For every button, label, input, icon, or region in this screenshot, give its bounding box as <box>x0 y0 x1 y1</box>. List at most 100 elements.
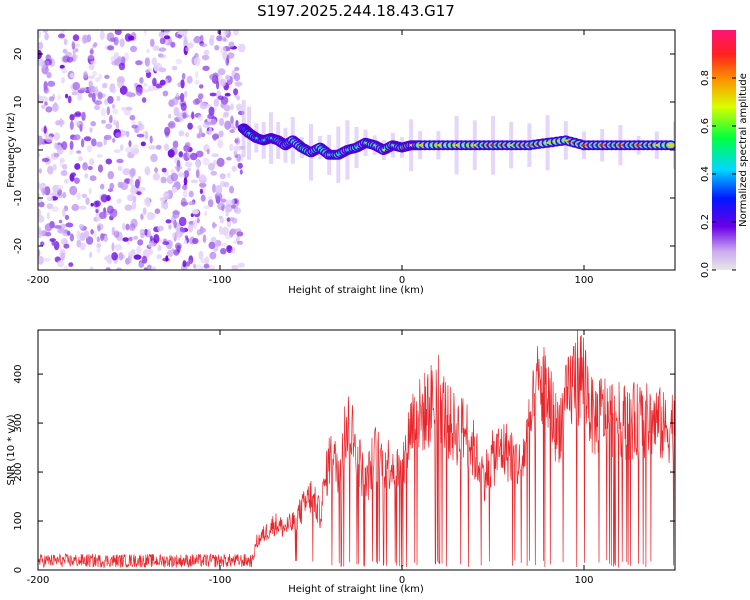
noise-blob <box>234 66 240 71</box>
noise-blob <box>63 243 70 249</box>
noise-blob <box>88 85 96 93</box>
x-tick-label: 0 <box>399 575 405 586</box>
noise-blob <box>113 149 121 154</box>
noise-blob <box>236 240 244 245</box>
noise-blob <box>170 41 176 48</box>
noise-blob <box>209 34 215 40</box>
noise-blob <box>220 248 227 255</box>
noise-blob <box>202 157 210 166</box>
noise-blob <box>158 47 167 52</box>
noise-blob <box>52 163 57 171</box>
noise-blob <box>218 130 224 138</box>
noise-blob <box>117 56 123 61</box>
noise-blob <box>107 170 115 180</box>
noise-blob <box>239 44 244 50</box>
noise-blob <box>192 219 198 229</box>
noise-blob <box>43 257 51 262</box>
noise-blob <box>116 198 122 204</box>
noise-blob <box>41 157 50 163</box>
noise-blob <box>135 86 143 96</box>
snr-y-ticks: 0 100 200 300 400 <box>13 365 675 573</box>
noise-blob <box>100 233 105 242</box>
noise-blob <box>140 213 144 220</box>
noise-blob <box>223 104 231 112</box>
noise-blob <box>78 205 87 210</box>
noise-blob <box>105 123 113 130</box>
noise-blob <box>131 148 140 155</box>
noise-blob <box>198 128 203 138</box>
noise-blob <box>236 103 242 112</box>
noise-blob <box>61 141 68 151</box>
noise-blob <box>220 198 227 203</box>
noise-blob <box>100 183 105 190</box>
noise-blob <box>89 266 94 270</box>
noise-blob <box>116 76 125 84</box>
colorbar-tick-label: 0.8 <box>700 70 711 86</box>
noise-blob <box>144 130 149 140</box>
noise-blob <box>125 146 133 153</box>
snr-x-ticks: -200 -100 0 100 <box>27 330 594 586</box>
noise-blob <box>107 45 115 51</box>
noise-blob <box>94 104 101 111</box>
noise-blob <box>234 81 243 87</box>
noise-blob <box>202 234 207 243</box>
noise-blob <box>38 41 44 50</box>
track-point <box>455 144 458 147</box>
noise-blob <box>223 96 227 102</box>
y-tick-label: 200 <box>13 462 24 481</box>
noise-blob <box>96 154 103 158</box>
noise-blob <box>82 162 88 171</box>
noise-blob <box>113 36 119 46</box>
noise-blob <box>175 93 179 98</box>
noise-blob <box>128 236 133 242</box>
y-tick-label: 0 <box>13 567 24 573</box>
noise-blob <box>183 35 188 45</box>
noise-blob <box>163 143 169 151</box>
spectrogram-x-label: Height of straight line (km) <box>288 285 424 296</box>
noise-blob <box>44 58 52 66</box>
noise-blob <box>119 38 125 48</box>
noise-blob <box>89 47 94 56</box>
noise-blob <box>201 54 210 61</box>
noise-blob <box>65 93 69 99</box>
y-tick-label: 400 <box>13 365 24 384</box>
noise-blob <box>174 242 182 250</box>
noise-blob <box>162 30 171 33</box>
noise-blob <box>236 231 244 237</box>
noise-blob <box>200 194 206 202</box>
noise-blob <box>112 88 117 94</box>
noise-blob <box>90 121 96 127</box>
noise-blob <box>73 177 80 184</box>
noise-blob <box>64 178 69 184</box>
y-tick-label: -10 <box>13 190 24 206</box>
noise-blob <box>163 35 171 40</box>
track-point <box>318 146 322 149</box>
noise-blob <box>64 266 68 270</box>
noise-blob <box>138 262 144 268</box>
noise-blob <box>182 189 188 198</box>
noise-blob <box>78 156 84 162</box>
noise-blob <box>191 111 195 120</box>
noise-blob <box>182 112 187 119</box>
page-title: S197.2025.244.18.43.G17 <box>257 2 455 20</box>
noise-blob <box>127 92 136 98</box>
noise-blob <box>209 36 215 46</box>
noise-blob <box>47 80 56 87</box>
noise-blob <box>177 112 184 121</box>
noise-blob <box>64 214 70 220</box>
noise-blob <box>79 242 86 251</box>
noise-blob <box>236 95 240 101</box>
noise-blob <box>190 213 194 218</box>
noise-blob <box>207 113 215 120</box>
noise-blob <box>221 242 228 247</box>
noise-blob <box>206 103 211 108</box>
colorbar-gradient <box>712 30 736 270</box>
noise-blob <box>229 143 234 152</box>
noise-blob <box>154 167 159 173</box>
noise-blob <box>208 162 215 171</box>
y-tick-label: 10 <box>13 96 24 109</box>
noise-blob <box>200 258 208 264</box>
track-point <box>419 144 422 147</box>
noise-blob <box>113 230 120 238</box>
noise-blob <box>49 192 57 196</box>
